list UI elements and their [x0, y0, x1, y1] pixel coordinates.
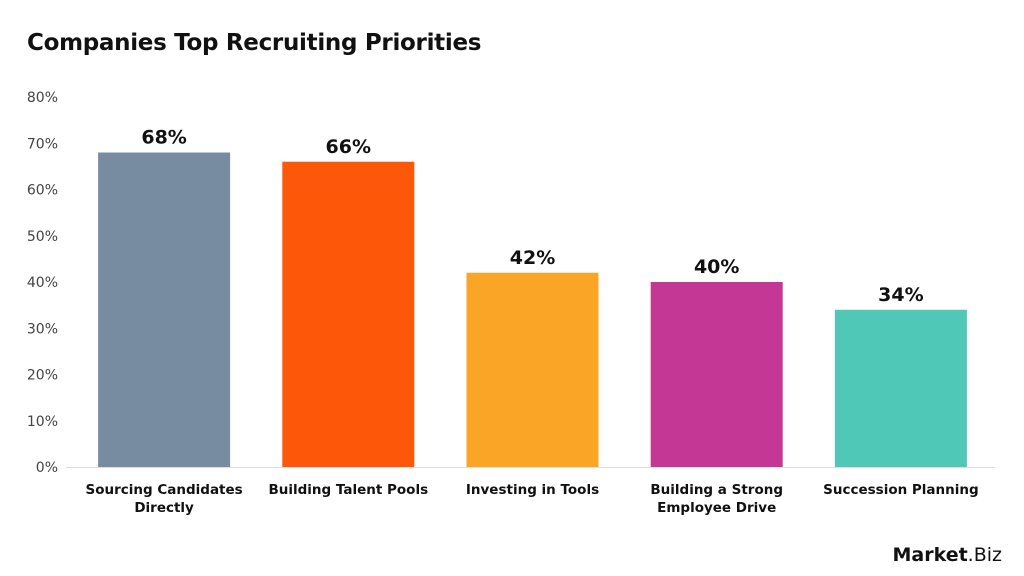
y-tick-label: 20%: [27, 368, 58, 384]
marketbiz-logo: Market.Biz: [892, 544, 1002, 566]
x-tick-label: Investing in Tools: [466, 482, 599, 498]
y-tick-label: 40%: [27, 275, 58, 291]
data-label: 40%: [694, 256, 739, 278]
data-label: 42%: [510, 247, 555, 269]
bar: [98, 152, 231, 467]
y-tick-label: 10%: [27, 414, 58, 430]
bar: [834, 309, 967, 467]
y-tick-label: 0%: [36, 460, 58, 476]
chart-title: Companies Top Recruiting Priorities: [27, 30, 482, 56]
y-tick-label: 60%: [27, 183, 58, 199]
y-tick-label: 50%: [27, 229, 58, 245]
x-tick-label: Directly: [134, 500, 194, 516]
y-tick-label: 70%: [27, 136, 58, 152]
data-label: 68%: [141, 127, 186, 149]
logo-text-light: .Biz: [967, 544, 1002, 566]
bar: [466, 272, 599, 467]
x-tick-label: Employee Drive: [657, 500, 776, 516]
x-tick-label: Building Talent Pools: [268, 482, 428, 498]
logo-text-bold: Market: [892, 544, 968, 566]
y-tick-label: 30%: [27, 321, 58, 337]
data-label: 34%: [878, 284, 923, 306]
bar: [650, 282, 783, 467]
data-label: 66%: [326, 136, 371, 158]
y-tick-label: 80%: [27, 90, 58, 106]
x-tick-label: Succession Planning: [823, 482, 979, 498]
bar: [282, 161, 415, 467]
x-tick-label: Building a Strong: [650, 482, 783, 498]
x-tick-label: Sourcing Candidates: [85, 482, 242, 498]
